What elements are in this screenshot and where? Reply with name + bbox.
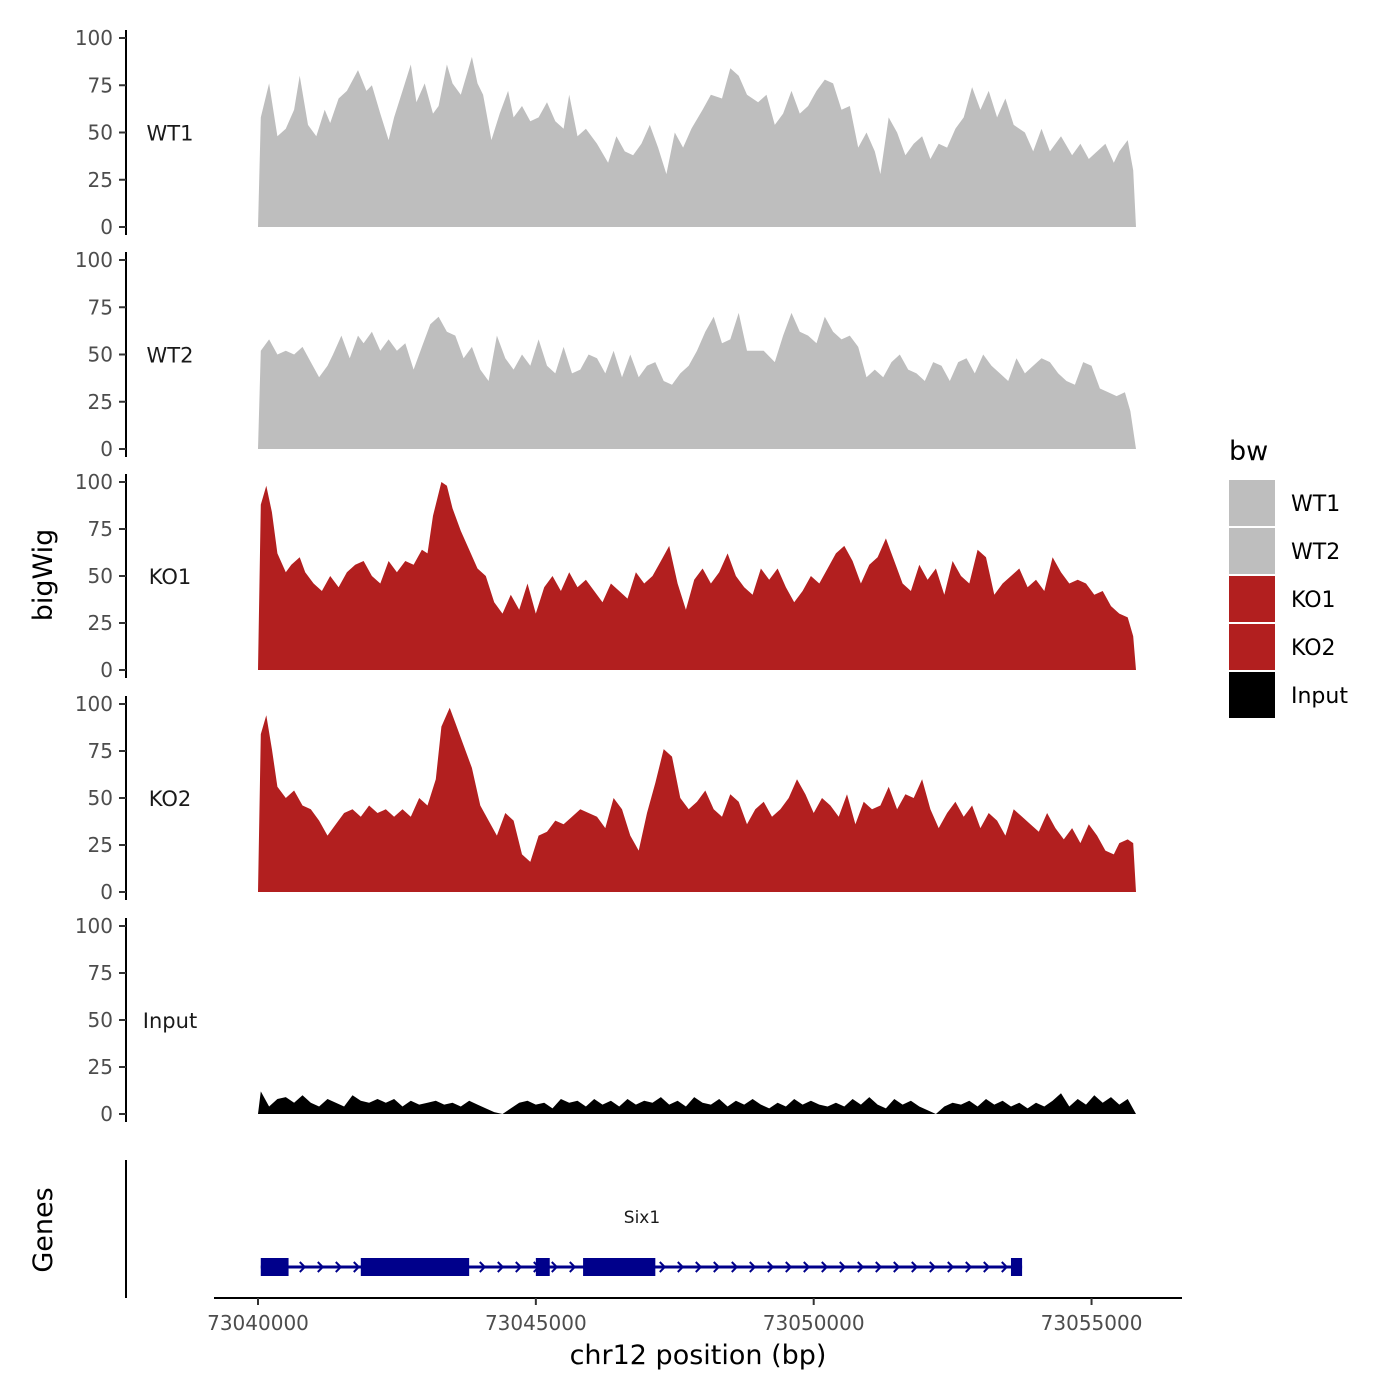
gene-six1: Six1 <box>260 1208 1023 1276</box>
y-tick-label: 50 <box>88 564 113 588</box>
legend-label-input: Input <box>1291 684 1348 709</box>
x-tick-label: 73045000 <box>485 1311 587 1335</box>
strand-arrow <box>767 1261 775 1273</box>
legend-label-ko2: KO2 <box>1291 636 1336 661</box>
strand-arrow <box>317 1261 325 1273</box>
area-ko2 <box>258 707 1136 892</box>
gene-label: Six1 <box>624 1208 660 1228</box>
legend-swatch-input <box>1229 672 1275 718</box>
area-ko1 <box>258 482 1136 670</box>
strand-arrow <box>749 1261 757 1273</box>
strand-arrow <box>875 1261 883 1273</box>
track-ko2: 0 25 50 75 100 KO2 <box>75 692 1136 904</box>
area-input <box>258 1091 1136 1114</box>
strand-arrow <box>911 1261 919 1273</box>
y-tick-label: 25 <box>88 390 113 414</box>
track-ko1: 0 25 50 75 100 KO1 <box>75 470 1136 682</box>
legend-title: bw <box>1229 436 1268 467</box>
legend-label-ko1: KO1 <box>1291 588 1336 613</box>
area-wt2 <box>258 312 1136 449</box>
strand-arrow <box>677 1261 685 1273</box>
strand-arrow <box>497 1261 505 1273</box>
y-tick-label: 50 <box>88 343 113 367</box>
y-tick-label: 75 <box>88 73 113 97</box>
y-tick-label: 100 <box>75 914 113 938</box>
legend-swatch-wt2 <box>1229 528 1275 574</box>
strand-arrow <box>659 1261 667 1273</box>
strand-arrow <box>569 1261 577 1273</box>
track-wt2: 0 25 50 75 100 WT2 <box>75 248 1136 461</box>
gene-exon <box>535 1258 550 1276</box>
track-label-ko2: KO2 <box>149 787 192 811</box>
legend: bw WT1 WT2 KO1 KO2 Input <box>1229 436 1348 718</box>
y-axis-title: bigWig <box>28 529 59 622</box>
track-label-ko1: KO1 <box>149 565 192 589</box>
y-tick-label: 75 <box>88 295 113 319</box>
track-input: 0 25 50 75 100 Input <box>75 914 1136 1126</box>
track-label-input: Input <box>143 1009 197 1033</box>
strand-arrow <box>695 1261 703 1273</box>
strand-arrow <box>983 1261 991 1273</box>
legend-swatch-ko2 <box>1229 624 1275 670</box>
strand-arrow <box>821 1261 829 1273</box>
strand-arrow <box>335 1261 343 1273</box>
y-tick-label: 0 <box>100 658 113 682</box>
gene-exon <box>1010 1258 1023 1276</box>
strand-arrow <box>785 1261 793 1273</box>
y-tick-label: 0 <box>100 437 113 461</box>
y-tick-label: 100 <box>75 692 113 716</box>
track-label-wt1: WT1 <box>147 122 194 146</box>
x-tick-label: 73050000 <box>763 1311 865 1335</box>
strand-arrow <box>803 1261 811 1273</box>
y-tick-label: 25 <box>88 833 113 857</box>
track-wt1: 0 25 50 75 100 WT1 <box>75 26 1136 239</box>
y-tick-label: 75 <box>88 961 113 985</box>
strand-arrow <box>299 1261 307 1273</box>
y-tick-label: 0 <box>100 215 113 239</box>
y-tick-label: 0 <box>100 880 113 904</box>
x-axis-title: chr12 position (bp) <box>570 1340 827 1371</box>
y-tick-label: 75 <box>88 739 113 763</box>
strand-arrow <box>1001 1261 1009 1273</box>
legend-label-wt2: WT2 <box>1291 540 1340 565</box>
y-tick-label: 75 <box>88 517 113 541</box>
x-tick-label: 73040000 <box>207 1311 309 1335</box>
legend-swatch-ko1 <box>1229 576 1275 622</box>
strand-arrow <box>713 1261 721 1273</box>
strand-arrow <box>857 1261 865 1273</box>
gene-exon <box>583 1258 656 1276</box>
area-wt1 <box>258 56 1136 228</box>
strand-arrow <box>551 1261 559 1273</box>
legend-label-wt1: WT1 <box>1291 492 1340 517</box>
track-label-wt2: WT2 <box>147 344 194 368</box>
strand-arrow <box>947 1261 955 1273</box>
y-tick-label: 25 <box>88 1055 113 1079</box>
genes-axis-title: Genes <box>28 1187 59 1272</box>
strand-arrow <box>893 1261 901 1273</box>
strand-arrow <box>731 1261 739 1273</box>
y-tick-label: 0 <box>100 1102 113 1126</box>
y-tick-label: 25 <box>88 611 113 635</box>
gene-exon <box>360 1258 470 1276</box>
y-tick-label: 25 <box>88 168 113 192</box>
y-tick-label: 100 <box>75 248 113 272</box>
gene-exon <box>260 1258 289 1276</box>
strand-arrow <box>929 1261 937 1273</box>
legend-swatch-wt1 <box>1229 480 1275 526</box>
y-tick-label: 100 <box>75 470 113 494</box>
strand-arrow <box>965 1261 973 1273</box>
track-panels: 0255075100WT10255075100WT20255075100KO10… <box>75 26 1136 1126</box>
genes-panel: Genes Six1 <box>28 1160 1023 1298</box>
strand-arrow <box>479 1261 487 1273</box>
x-axis: chr12 position (bp) 73040000 73045000 7305… <box>207 1297 1182 1371</box>
strand-arrow <box>515 1261 523 1273</box>
strand-arrow <box>839 1261 847 1273</box>
y-tick-label: 50 <box>88 786 113 810</box>
y-tick-label: 50 <box>88 121 113 145</box>
y-tick-label: 100 <box>75 26 113 50</box>
strand-arrow <box>353 1261 361 1273</box>
y-tick-label: 50 <box>88 1008 113 1032</box>
x-tick-label: 73055000 <box>1041 1311 1143 1335</box>
